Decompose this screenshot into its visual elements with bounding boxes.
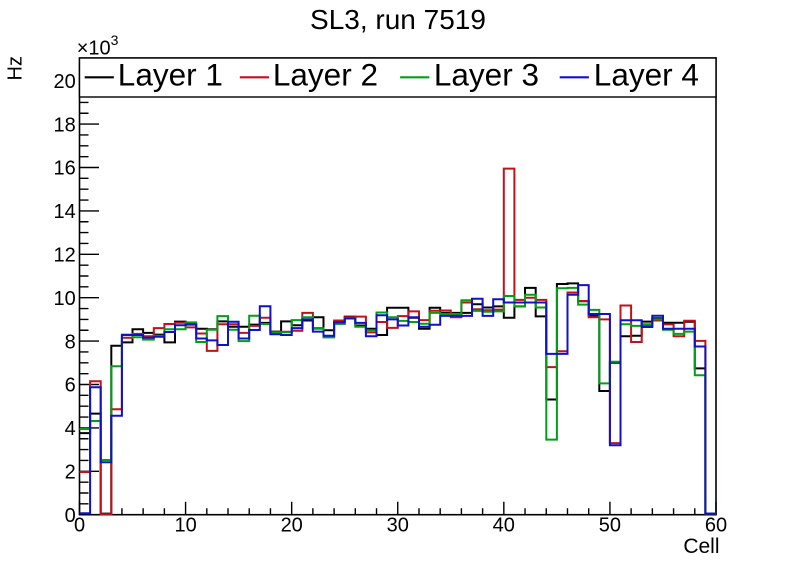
svg-text:Hz: Hz (5, 56, 27, 80)
svg-text:Layer 2: Layer 2 (273, 56, 378, 92)
svg-text:12: 12 (54, 245, 76, 267)
svg-text:4: 4 (65, 418, 76, 440)
svg-text:20: 20 (281, 515, 303, 537)
svg-text:20: 20 (54, 71, 76, 93)
svg-text:Layer 4: Layer 4 (594, 56, 699, 92)
svg-text:8: 8 (65, 331, 76, 353)
svg-text:6: 6 (65, 375, 76, 397)
svg-text:50: 50 (599, 515, 621, 537)
svg-text:10: 10 (54, 288, 76, 310)
svg-text:Cell: Cell (683, 535, 719, 558)
svg-text:60: 60 (705, 515, 727, 537)
svg-text:2: 2 (65, 462, 76, 484)
svg-text:Layer 3: Layer 3 (434, 56, 539, 92)
svg-text:SL3, run 7519: SL3, run 7519 (310, 4, 486, 35)
svg-text:14: 14 (54, 201, 76, 223)
svg-text:18: 18 (54, 114, 76, 136)
svg-text:0: 0 (74, 515, 85, 537)
svg-text:Layer 1: Layer 1 (118, 56, 223, 92)
svg-text:0: 0 (65, 505, 76, 527)
svg-text:40: 40 (493, 515, 515, 537)
svg-text:10: 10 (174, 515, 196, 537)
svg-text:16: 16 (54, 158, 76, 180)
svg-text:30: 30 (387, 515, 409, 537)
